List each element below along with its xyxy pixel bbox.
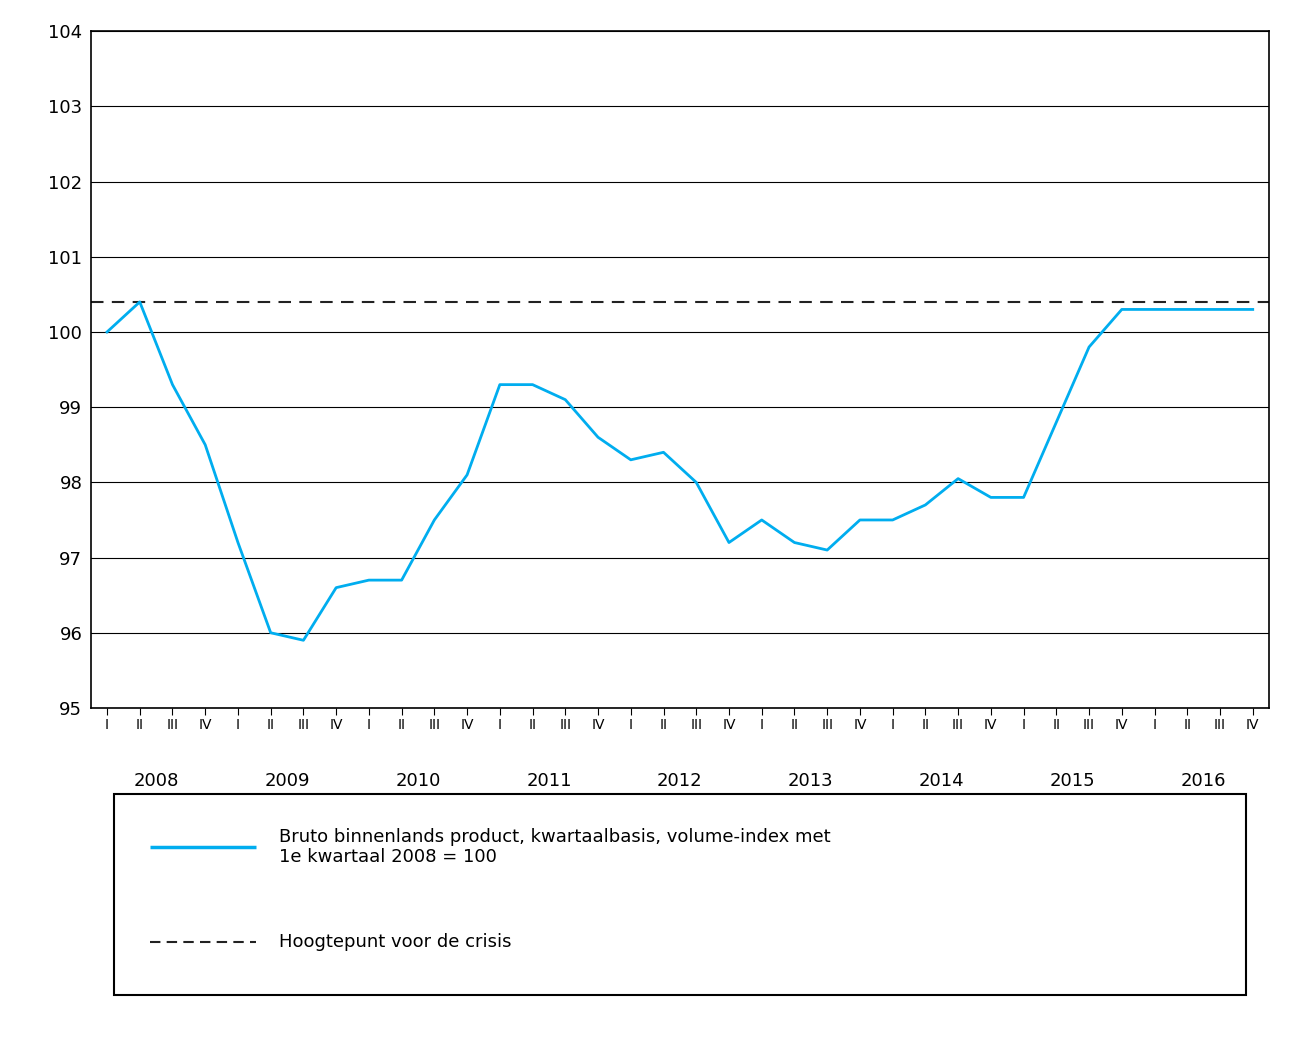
Text: 2014: 2014 [919,771,965,790]
Text: 2009: 2009 [264,771,310,790]
Text: 2011: 2011 [526,771,571,790]
Text: 2010: 2010 [395,771,440,790]
FancyBboxPatch shape [114,794,1246,995]
Text: Hoogtepunt voor de crisis: Hoogtepunt voor de crisis [280,934,512,951]
Text: 2015: 2015 [1050,771,1096,790]
Text: 2013: 2013 [787,771,834,790]
Text: 2012: 2012 [657,771,703,790]
Text: 2016: 2016 [1181,771,1226,790]
Text: 2008: 2008 [133,771,179,790]
Text: Bruto binnenlands product, kwartaalbasis, volume-index met
1e kwartaal 2008 = 10: Bruto binnenlands product, kwartaalbasis… [280,828,831,866]
